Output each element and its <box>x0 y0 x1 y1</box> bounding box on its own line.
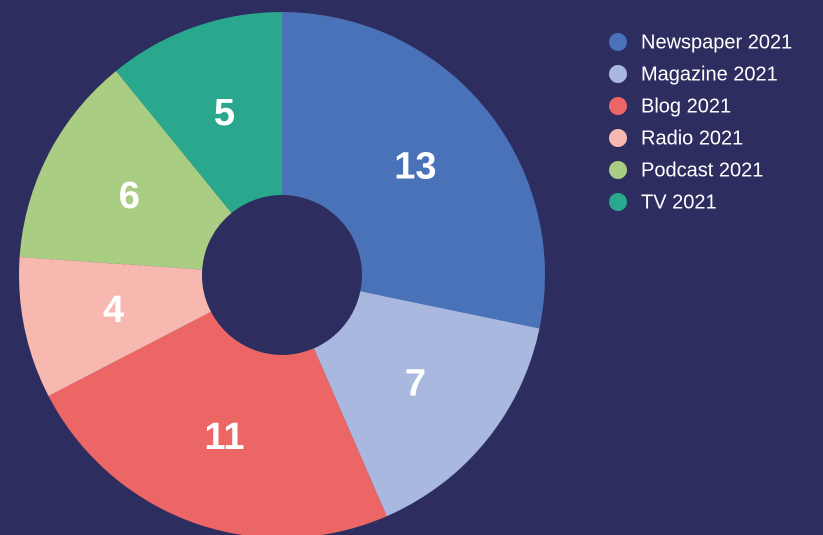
legend-marker <box>609 193 627 211</box>
legend-marker <box>609 97 627 115</box>
legend-label: Blog 2021 <box>641 95 731 117</box>
data-label: 7 <box>405 363 426 405</box>
legend-marker <box>609 129 627 147</box>
legend-label: TV 2021 <box>641 191 717 213</box>
legend-label: Podcast 2021 <box>641 159 763 181</box>
donut-slice <box>116 12 283 213</box>
donut-slice <box>313 291 540 517</box>
data-label: 13 <box>394 145 436 187</box>
legend-label: Newspaper 2021 <box>641 31 792 53</box>
legend-marker <box>609 65 627 83</box>
data-label: 11 <box>204 416 244 458</box>
legend-label: Radio 2021 <box>641 127 743 149</box>
donut-slice <box>48 311 387 535</box>
data-label: 4 <box>103 289 124 331</box>
legend-marker <box>609 161 627 179</box>
data-label: 6 <box>119 175 140 217</box>
donut-slice <box>19 257 211 396</box>
data-label: 5 <box>214 92 235 134</box>
donut-slice <box>19 70 232 270</box>
donut-slice <box>282 12 545 329</box>
legend-marker <box>609 33 627 51</box>
legend-label: Magazine 2021 <box>641 63 778 85</box>
